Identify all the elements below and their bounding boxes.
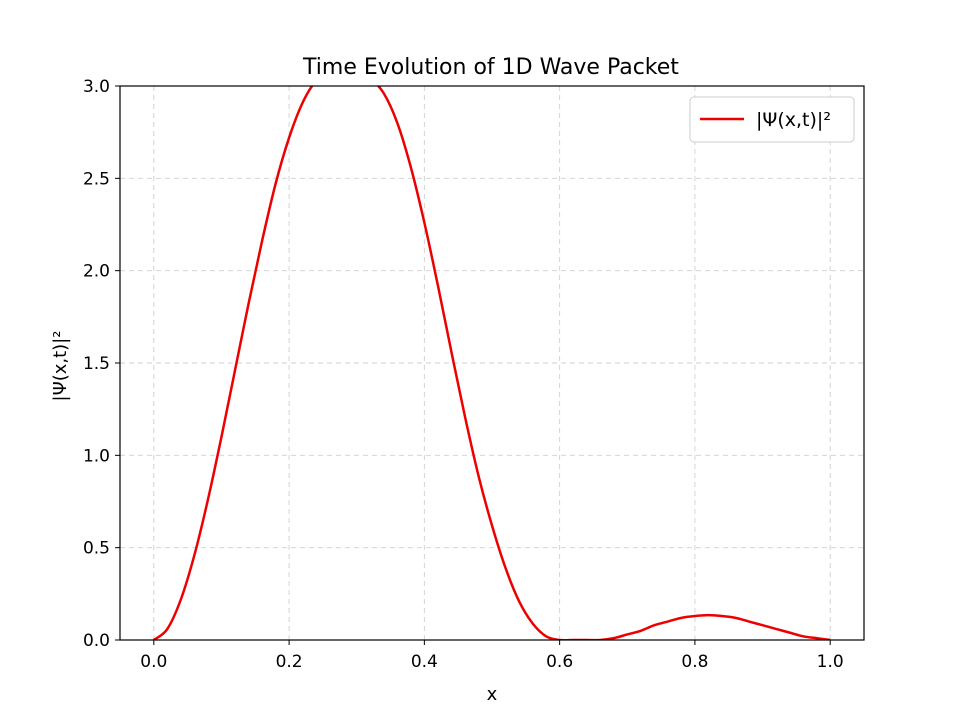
y-tick-label: 2.0 <box>83 262 110 282</box>
series-layer <box>153 86 831 640</box>
x-tick-label: 0.0 <box>140 652 167 672</box>
y-tick-label: 0.5 <box>83 539 110 559</box>
y-tick-label: 3.0 <box>83 77 110 97</box>
x-tick-label: 0.4 <box>411 652 438 672</box>
chart-title: Time Evolution of 1D Wave Packet <box>302 55 679 80</box>
series-line-0 <box>153 86 831 640</box>
x-axis-label: x <box>487 684 498 705</box>
legend-label: |Ψ(x,t)|² <box>756 109 831 131</box>
x-tick-label: 0.6 <box>546 652 573 672</box>
x-tick-label: 0.2 <box>276 652 303 672</box>
y-tick-label: 0.0 <box>83 631 110 651</box>
y-tick-label: 1.0 <box>83 446 110 466</box>
legend: |Ψ(x,t)|² <box>689 96 855 143</box>
y-axis-label: |Ψ(x,t)|² <box>50 331 71 402</box>
y-tick-label: 1.5 <box>83 354 110 374</box>
legend-box <box>689 96 855 143</box>
x-tick-label: 0.8 <box>681 652 708 672</box>
y-tick-label: 2.5 <box>83 169 110 189</box>
tick-layer: 0.0 0.2 0.4 0.6 0.8 1.0 0.0 0.5 1.0 1.5 2.0 2.5 3.0 <box>83 77 844 672</box>
x-tick-label: 1.0 <box>817 652 844 672</box>
